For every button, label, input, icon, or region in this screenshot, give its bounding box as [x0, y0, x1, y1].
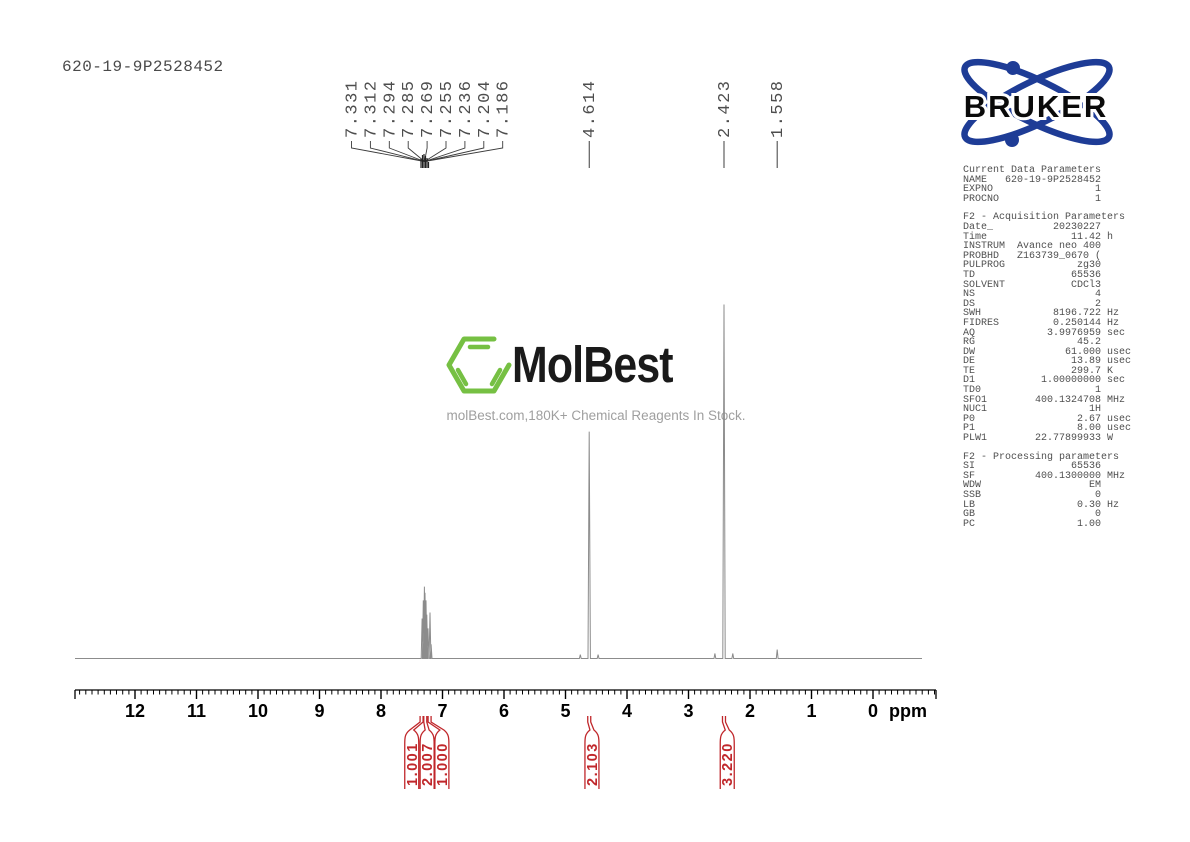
param-line: PULPROG zg30 [963, 260, 1102, 272]
peak-connector-line [388, 141, 425, 162]
axis-tick-label: 7 [437, 701, 447, 721]
axis-tick-label: 0 [868, 701, 878, 721]
integral-value: 2.103 [585, 742, 601, 786]
param-line: LB 0.30 Hz [963, 499, 1120, 511]
axis-unit-label: ppm [889, 701, 927, 721]
peak-label: 4.614 [581, 79, 600, 138]
param-section-heading: F2 - Processing parameters [963, 451, 1120, 463]
param-line: TD 65536 [963, 269, 1102, 281]
sample-id-label: 620-19-9P2528452 [62, 58, 224, 76]
param-line: PROBHD Z163739_0670 ( [963, 250, 1102, 262]
peak-labels: 7.331 7.312 7.294 7.285 7.269 7.255 7.236 7.204… [344, 79, 789, 138]
peak-label: 7.285 [400, 79, 419, 138]
param-line: SI 65536 [963, 461, 1102, 473]
param-line: GB 0 [963, 509, 1102, 521]
integral-value: 2.007 [420, 742, 436, 786]
peak-connector-line [424, 141, 466, 162]
integral-value: 1.000 [435, 742, 451, 786]
param-line: SSB 0 [963, 490, 1102, 501]
peak-label: 7.312 [362, 79, 381, 138]
bruker-logo: BRUKER [961, 58, 1113, 147]
peak-connector-line [407, 141, 425, 162]
param-line: DE 13.89 usec [963, 356, 1132, 368]
peak-label: 7.294 [381, 79, 400, 138]
integral-bracket [719, 716, 735, 789]
param-line: PLW1 22.77899933 W [963, 433, 1114, 445]
param-line: NS 4 [963, 289, 1102, 301]
axis-tick-label: 4 [622, 701, 632, 721]
axis-tick-label: 3 [683, 701, 693, 721]
axis-tick-label: 10 [248, 701, 268, 721]
param-line: SF 400.1300000 MHz [963, 470, 1126, 482]
param-line: FIDRES 0.250144 Hz [963, 317, 1120, 329]
param-line: RG 45.2 [963, 337, 1102, 349]
axis-tick-label: 6 [499, 701, 509, 721]
param-line: SWH 8196.722 Hz [963, 308, 1120, 320]
peak-connector-line [424, 141, 504, 162]
param-section-heading: Current Data Parameters [963, 165, 1102, 176]
param-line: Time 11.42 h [963, 231, 1114, 243]
axis-tick-label: 9 [314, 701, 324, 721]
peak-connector-line [424, 141, 485, 162]
param-line: DW 61.000 usec [963, 346, 1132, 358]
peak-label: 7.236 [457, 79, 476, 138]
peak-label: 7.204 [476, 79, 495, 138]
parameters-panel: Current Data Parameters NAME 620-19-9P252… [963, 166, 1139, 529]
param-line: EXPNO 1 [963, 184, 1102, 196]
peak-label: 7.255 [438, 79, 457, 138]
param-line: TE 299.7 K [963, 365, 1114, 377]
molbest-logo-row: MolBest [446, 334, 756, 396]
param-line: PROCNO 1 [963, 193, 1102, 205]
param-line: DS 2 [963, 298, 1102, 310]
param-line: WDW EM [963, 480, 1102, 492]
axis-end-ticks [74, 690, 937, 699]
peak-label: 7.269 [419, 79, 438, 138]
axis-tick-label: 5 [560, 701, 570, 721]
axis-tick-label: 1 [806, 701, 816, 721]
param-line: SFO1 400.1324708 MHz [963, 394, 1126, 406]
param-line: NUC1 1H [963, 404, 1102, 416]
integral-bracket [584, 716, 600, 789]
integral-bracket [404, 716, 424, 789]
param-line: NAME 620-19-9P2528452 [963, 174, 1102, 186]
param-line: AQ 3.9976959 sec [963, 327, 1126, 339]
ppm-axis: 12 11 10 9 8 7 6 5 4 3 2 1 0 ppm [74, 689, 937, 721]
peak-label-connectors [351, 141, 778, 168]
bruker-orbit-icon [961, 58, 1113, 147]
peak-label: 7.331 [344, 79, 363, 138]
axis-tick-label: 11 [187, 701, 206, 721]
molbest-watermark: MolBest molBest.com,180K+ Chemical Reage… [446, 334, 756, 423]
param-section-heading: F2 - Acquisition Parameters [963, 212, 1126, 224]
peak-label: 2.423 [716, 79, 735, 138]
axis-tick-label: 8 [376, 701, 386, 721]
axis-tick-label: 2 [745, 701, 755, 721]
molbest-tagline: molBest.com,180K+ Chemical Reagents In S… [446, 408, 746, 423]
param-line: D1 1.00000000 sec [963, 375, 1126, 387]
param-line: P0 2.67 usec [963, 413, 1132, 425]
param-line: Date_ 20230227 [963, 221, 1102, 233]
param-line: TD0 1 [963, 385, 1102, 397]
bruker-wordmark: BRUKER [964, 89, 1109, 124]
integral-value: 1.001 [405, 742, 421, 786]
peak-connector-line [424, 141, 428, 162]
integral-bracket [427, 716, 450, 789]
param-line: PC 1.00 [963, 518, 1102, 530]
axis-tick-label: 12 [125, 701, 145, 721]
peak-connector-line [369, 141, 425, 162]
param-line: SOLVENT CDCl3 [963, 279, 1102, 291]
benzene-hexagon-icon [446, 336, 512, 394]
integral-value: 3.220 [720, 742, 736, 786]
integral-bracket [419, 716, 435, 789]
peak-connector-line [424, 141, 447, 162]
peak-label: 1.558 [769, 79, 788, 138]
peak-label: 7.186 [495, 79, 514, 138]
molbest-brand-text: MolBest [512, 336, 674, 393]
param-line: INSTRUM Avance neo 400 [963, 241, 1102, 253]
param-line: P1 8.00 usec [963, 423, 1132, 435]
peak-connector-line [351, 141, 425, 162]
